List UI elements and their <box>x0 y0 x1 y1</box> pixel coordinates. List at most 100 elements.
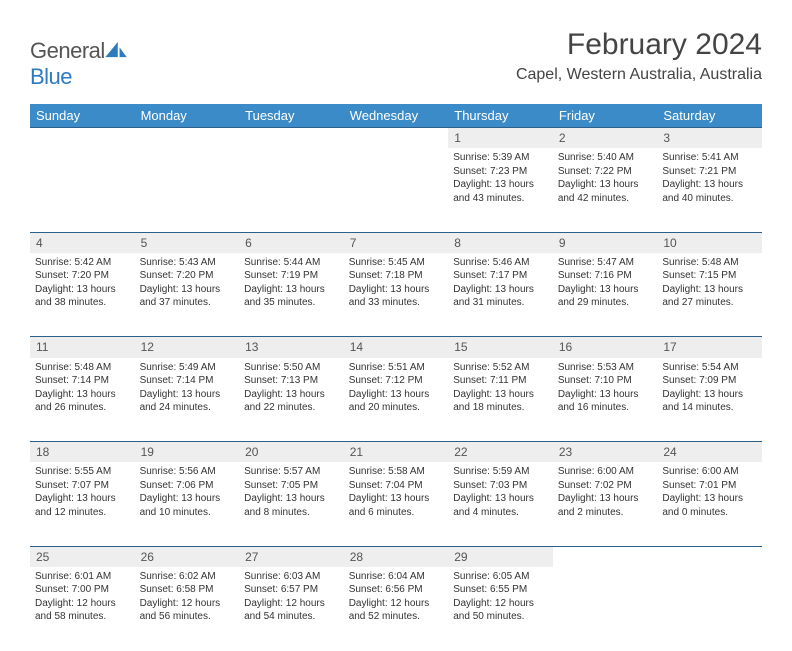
sunset-text: Sunset: 7:07 PM <box>35 479 130 493</box>
day-detail-cell: Sunrise: 6:03 AMSunset: 6:57 PMDaylight:… <box>239 567 344 651</box>
day-detail-cell: Sunrise: 5:51 AMSunset: 7:12 PMDaylight:… <box>344 358 449 442</box>
sunset-text: Sunset: 7:23 PM <box>453 165 548 179</box>
daylight-text: Daylight: 13 hours and 20 minutes. <box>349 388 444 415</box>
sunrise-text: Sunrise: 5:49 AM <box>140 361 235 375</box>
sunset-text: Sunset: 6:58 PM <box>140 583 235 597</box>
sunset-text: Sunset: 7:10 PM <box>558 374 653 388</box>
day-number-cell: 8 <box>448 232 553 253</box>
daylight-text: Daylight: 13 hours and 22 minutes. <box>244 388 339 415</box>
sunset-text: Sunset: 7:06 PM <box>140 479 235 493</box>
daylight-text: Daylight: 13 hours and 42 minutes. <box>558 178 653 205</box>
day-number-cell: 28 <box>344 546 449 567</box>
day-number-cell: 21 <box>344 442 449 463</box>
day-detail-cell: Sunrise: 5:46 AMSunset: 7:17 PMDaylight:… <box>448 253 553 337</box>
day-number-cell: 27 <box>239 546 344 567</box>
daylight-text: Daylight: 13 hours and 16 minutes. <box>558 388 653 415</box>
day-number-cell: 23 <box>553 442 658 463</box>
sunset-text: Sunset: 7:17 PM <box>453 269 548 283</box>
day-number-row: 123 <box>30 128 762 149</box>
day-number-cell: 4 <box>30 232 135 253</box>
day-number-row: 2526272829 <box>30 546 762 567</box>
daylight-text: Daylight: 12 hours and 50 minutes. <box>453 597 548 624</box>
daylight-text: Daylight: 12 hours and 54 minutes. <box>244 597 339 624</box>
day-number-cell: 29 <box>448 546 553 567</box>
daylight-text: Daylight: 13 hours and 2 minutes. <box>558 492 653 519</box>
sunrise-text: Sunrise: 5:46 AM <box>453 256 548 270</box>
daylight-text: Daylight: 12 hours and 58 minutes. <box>35 597 130 624</box>
day-detail-cell: Sunrise: 6:00 AMSunset: 7:01 PMDaylight:… <box>657 462 762 546</box>
day-detail-cell: Sunrise: 5:47 AMSunset: 7:16 PMDaylight:… <box>553 253 658 337</box>
day-number-cell: 11 <box>30 337 135 358</box>
daylight-text: Daylight: 13 hours and 29 minutes. <box>558 283 653 310</box>
sunrise-text: Sunrise: 5:42 AM <box>35 256 130 270</box>
weekday-header: Saturday <box>657 104 762 128</box>
day-detail-cell: Sunrise: 6:05 AMSunset: 6:55 PMDaylight:… <box>448 567 553 651</box>
day-detail-row: Sunrise: 5:48 AMSunset: 7:14 PMDaylight:… <box>30 358 762 442</box>
daylight-text: Daylight: 13 hours and 38 minutes. <box>35 283 130 310</box>
weekday-header: Wednesday <box>344 104 449 128</box>
day-detail-cell: Sunrise: 5:59 AMSunset: 7:03 PMDaylight:… <box>448 462 553 546</box>
day-number-cell: 18 <box>30 442 135 463</box>
sunrise-text: Sunrise: 5:39 AM <box>453 151 548 165</box>
day-detail-cell: Sunrise: 5:54 AMSunset: 7:09 PMDaylight:… <box>657 358 762 442</box>
sunrise-text: Sunrise: 6:04 AM <box>349 570 444 584</box>
daylight-text: Daylight: 13 hours and 18 minutes. <box>453 388 548 415</box>
daylight-text: Daylight: 13 hours and 35 minutes. <box>244 283 339 310</box>
title-block: February 2024 Capel, Western Australia, … <box>516 28 762 84</box>
daylight-text: Daylight: 13 hours and 12 minutes. <box>35 492 130 519</box>
weekday-header: Sunday <box>30 104 135 128</box>
sunset-text: Sunset: 7:21 PM <box>662 165 757 179</box>
sunrise-text: Sunrise: 5:47 AM <box>558 256 653 270</box>
day-detail-cell: Sunrise: 5:53 AMSunset: 7:10 PMDaylight:… <box>553 358 658 442</box>
day-number-cell <box>30 128 135 149</box>
day-number-cell: 16 <box>553 337 658 358</box>
weekday-header-row: Sunday Monday Tuesday Wednesday Thursday… <box>30 104 762 128</box>
day-detail-cell <box>344 148 449 232</box>
brand-text: GeneralBlue <box>30 38 127 90</box>
sunset-text: Sunset: 7:15 PM <box>662 269 757 283</box>
sunset-text: Sunset: 7:13 PM <box>244 374 339 388</box>
sunrise-text: Sunrise: 6:01 AM <box>35 570 130 584</box>
sunrise-text: Sunrise: 5:45 AM <box>349 256 444 270</box>
sunrise-text: Sunrise: 5:41 AM <box>662 151 757 165</box>
sunrise-text: Sunrise: 5:43 AM <box>140 256 235 270</box>
day-detail-cell: Sunrise: 5:43 AMSunset: 7:20 PMDaylight:… <box>135 253 240 337</box>
sail-icon <box>105 42 127 58</box>
page-title: February 2024 <box>516 28 762 62</box>
daylight-text: Daylight: 13 hours and 26 minutes. <box>35 388 130 415</box>
sunset-text: Sunset: 6:57 PM <box>244 583 339 597</box>
sunrise-text: Sunrise: 5:59 AM <box>453 465 548 479</box>
sunset-text: Sunset: 7:12 PM <box>349 374 444 388</box>
calendar-table: Sunday Monday Tuesday Wednesday Thursday… <box>30 104 762 651</box>
sunset-text: Sunset: 7:09 PM <box>662 374 757 388</box>
day-detail-cell <box>553 567 658 651</box>
daylight-text: Daylight: 13 hours and 0 minutes. <box>662 492 757 519</box>
day-detail-cell: Sunrise: 5:49 AMSunset: 7:14 PMDaylight:… <box>135 358 240 442</box>
sunset-text: Sunset: 6:55 PM <box>453 583 548 597</box>
sunset-text: Sunset: 7:14 PM <box>140 374 235 388</box>
day-detail-cell: Sunrise: 5:57 AMSunset: 7:05 PMDaylight:… <box>239 462 344 546</box>
day-detail-cell: Sunrise: 5:40 AMSunset: 7:22 PMDaylight:… <box>553 148 658 232</box>
daylight-text: Daylight: 13 hours and 24 minutes. <box>140 388 235 415</box>
sunrise-text: Sunrise: 5:56 AM <box>140 465 235 479</box>
daylight-text: Daylight: 13 hours and 6 minutes. <box>349 492 444 519</box>
day-detail-cell: Sunrise: 5:42 AMSunset: 7:20 PMDaylight:… <box>30 253 135 337</box>
day-detail-row: Sunrise: 5:39 AMSunset: 7:23 PM Daylight:… <box>30 148 762 232</box>
sunset-text: Sunset: 7:20 PM <box>35 269 130 283</box>
sunset-text: Sunset: 7:03 PM <box>453 479 548 493</box>
sunrise-text: Sunrise: 6:00 AM <box>662 465 757 479</box>
day-number-row: 18192021222324 <box>30 442 762 463</box>
day-number-cell: 15 <box>448 337 553 358</box>
day-detail-cell: Sunrise: 5:50 AMSunset: 7:13 PMDaylight:… <box>239 358 344 442</box>
sunset-text: Sunset: 7:16 PM <box>558 269 653 283</box>
sunset-text: Sunset: 6:56 PM <box>349 583 444 597</box>
day-number-cell: 1 <box>448 128 553 149</box>
header: GeneralBlue February 2024 Capel, Western… <box>30 28 762 90</box>
day-detail-row: Sunrise: 5:55 AMSunset: 7:07 PMDaylight:… <box>30 462 762 546</box>
sunrise-text: Sunrise: 5:48 AM <box>35 361 130 375</box>
day-number-cell: 22 <box>448 442 553 463</box>
day-detail-cell: Sunrise: 5:48 AMSunset: 7:15 PMDaylight:… <box>657 253 762 337</box>
daylight-text: Daylight: 12 hours and 56 minutes. <box>140 597 235 624</box>
day-number-cell: 5 <box>135 232 240 253</box>
sunset-text: Sunset: 7:14 PM <box>35 374 130 388</box>
